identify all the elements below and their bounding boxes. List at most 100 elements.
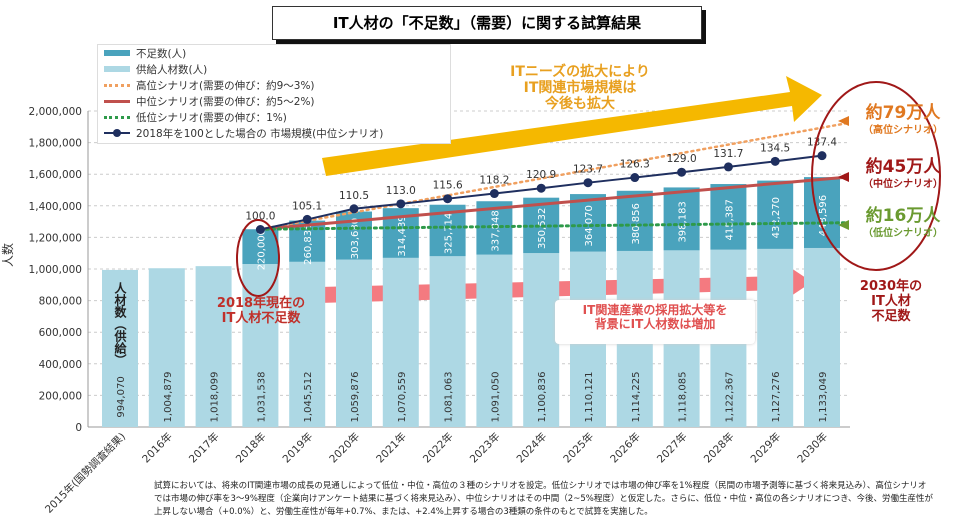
shortage-bar <box>570 194 606 252</box>
shortage-bar <box>757 180 794 249</box>
x-tick-label: 2017年 <box>186 430 222 466</box>
shortage-value-label: 398,183 <box>678 201 689 242</box>
supply-value-label: 994,070 <box>116 376 127 417</box>
shortage-bar <box>804 177 840 248</box>
legend-item: 不足数(人) <box>98 45 450 61</box>
y-axis-label: 人数 <box>0 243 15 267</box>
shortage-value-label: 220,000 <box>256 229 267 270</box>
x-tick-label: 2019年 <box>280 430 316 466</box>
x-tick-label: 2027年 <box>654 430 690 466</box>
y-tick-label: 800,000 <box>39 296 82 308</box>
shortage-value-label: 380,856 <box>631 203 642 244</box>
market-index-point <box>536 183 546 193</box>
supply-bar <box>289 261 326 427</box>
market-index-label: 137.4 <box>807 137 837 149</box>
chart-title: IT人材の「不足数」（需要）に関する試算結果 <box>272 6 702 40</box>
x-tick-label: 2029年 <box>748 430 784 466</box>
supply-bar <box>148 268 185 427</box>
supply-bar <box>429 256 466 427</box>
y-tick-label: 1,000,000 <box>29 264 82 276</box>
market-index-point <box>817 151 827 161</box>
mid-scenario-value: 約45万人 <box>865 157 941 177</box>
shortage-bar <box>616 190 653 251</box>
shortage-bar <box>710 184 747 250</box>
market-index-point <box>770 156 780 166</box>
low-scenario-line <box>258 221 849 231</box>
footnote: 試算においては、将来のIT関連市場の成長の見通しによって低位・中位・高位の３種の… <box>154 481 933 517</box>
supply-value-label: 1,031,538 <box>256 372 267 423</box>
shortage-2030-highlight <box>811 81 941 271</box>
current-shortage-annotation: 2018年現在の IT人材不足数 <box>216 296 306 326</box>
shortage-value-label: 325,714 <box>444 213 455 254</box>
legend-label: 不足数(人) <box>136 47 187 60</box>
supply-value-label: 1,018,099 <box>210 372 221 423</box>
market-index-point <box>396 199 406 209</box>
low-scenario-value: 約16万人 <box>865 206 941 226</box>
supply-bar <box>757 248 794 427</box>
market-index-point <box>349 204 359 214</box>
supply-bar <box>523 253 560 427</box>
legend-swatch <box>104 129 130 137</box>
shortage-value-label: 415,387 <box>724 199 735 240</box>
low-scenario-sub: （低位シナリオ） <box>863 228 943 239</box>
legend-label: 2018年を100とした場合の 市場規模(中位シナリオ) <box>136 127 384 140</box>
supply-value-label: 1,110,121 <box>584 372 595 423</box>
shortage-value-label: 448,596 <box>818 195 829 236</box>
y-tick-label: 0 <box>75 422 82 434</box>
shortage-value-label: 432,270 <box>771 197 782 238</box>
legend-swatch <box>104 99 130 103</box>
supply-value-label: 1,118,085 <box>678 372 689 423</box>
legend-item: 中位シナリオ(需要の伸び：約5〜2%) <box>98 93 450 109</box>
market-index-label: 115.6 <box>433 180 463 192</box>
shortage-value-label: 303,680 <box>350 218 361 259</box>
high-scenario-value: 約79万人 <box>865 103 941 123</box>
supply-bar <box>195 266 232 427</box>
legend: 不足数(人) 供給人材数(人) 高位シナリオ(需要の伸び：約9〜3%) 中位シナリオ(… <box>97 44 451 144</box>
market-growth-annotation: ITニーズの拡大により IT関連市場規模は 今後も拡大 <box>510 64 650 113</box>
supply-value-label: 1,133,049 <box>818 372 829 423</box>
mid-pointer-icon <box>838 172 849 182</box>
x-tick-label: 2018年 <box>233 430 269 466</box>
legend-swatch <box>104 50 130 56</box>
x-tick-label: 2026年 <box>607 430 643 466</box>
legend-item: 供給人材数(人) <box>98 61 450 77</box>
supply-value-label: 1,004,879 <box>163 372 174 423</box>
low-pointer-icon <box>838 220 849 230</box>
y-tick-label: 2,000,000 <box>29 106 82 118</box>
x-tick-label: 2024年 <box>514 430 550 466</box>
x-tick-label: 2028年 <box>701 430 737 466</box>
supply-value-label: 1,127,276 <box>771 372 782 423</box>
high-scenario-sub: （高位シナリオ） <box>863 125 943 136</box>
supply-value-label: 1,114,225 <box>631 372 642 423</box>
legend-label: 中位シナリオ(需要の伸び：約5〜2%) <box>136 95 315 108</box>
supply-annotation: 人材数（供給） <box>113 282 127 366</box>
y-tick-label: 600,000 <box>39 327 82 339</box>
legend-item: 低位シナリオ(需要の伸び：1%) <box>98 109 450 125</box>
shortage-value-label: 260,835 <box>303 224 314 265</box>
x-tick-label: 2016年 <box>139 430 175 466</box>
supply-bar <box>382 257 419 427</box>
x-tick-label: 2030年 <box>795 430 831 466</box>
x-tick-label: 2021年 <box>373 430 409 466</box>
x-tick-label: 2022年 <box>420 430 456 466</box>
market-index-label: 118.2 <box>479 175 509 187</box>
y-tick-label: 1,800,000 <box>29 138 82 150</box>
legend-item: 高位シナリオ(需要の伸び：約9〜3%) <box>98 77 450 93</box>
legend-label: 低位シナリオ(需要の伸び：1%) <box>136 111 287 124</box>
market-index-point <box>723 162 733 172</box>
x-tick-label: 2023年 <box>467 430 503 466</box>
y-tick-label: 1,400,000 <box>29 201 82 213</box>
market-growth-arrow <box>322 76 822 176</box>
shortage-value-label: 314,439 <box>397 215 408 256</box>
supply-value-label: 1,091,050 <box>490 372 501 423</box>
market-index-point <box>630 173 640 183</box>
y-tick-label: 1,600,000 <box>29 169 82 181</box>
market-index-label: 110.5 <box>339 190 369 202</box>
market-index-point <box>489 189 499 199</box>
market-index-point <box>302 214 312 224</box>
x-tick-label: 2015年(国勢調査結果) <box>42 430 128 516</box>
market-index-point <box>677 167 687 177</box>
supply-value-label: 1,100,836 <box>537 372 548 423</box>
